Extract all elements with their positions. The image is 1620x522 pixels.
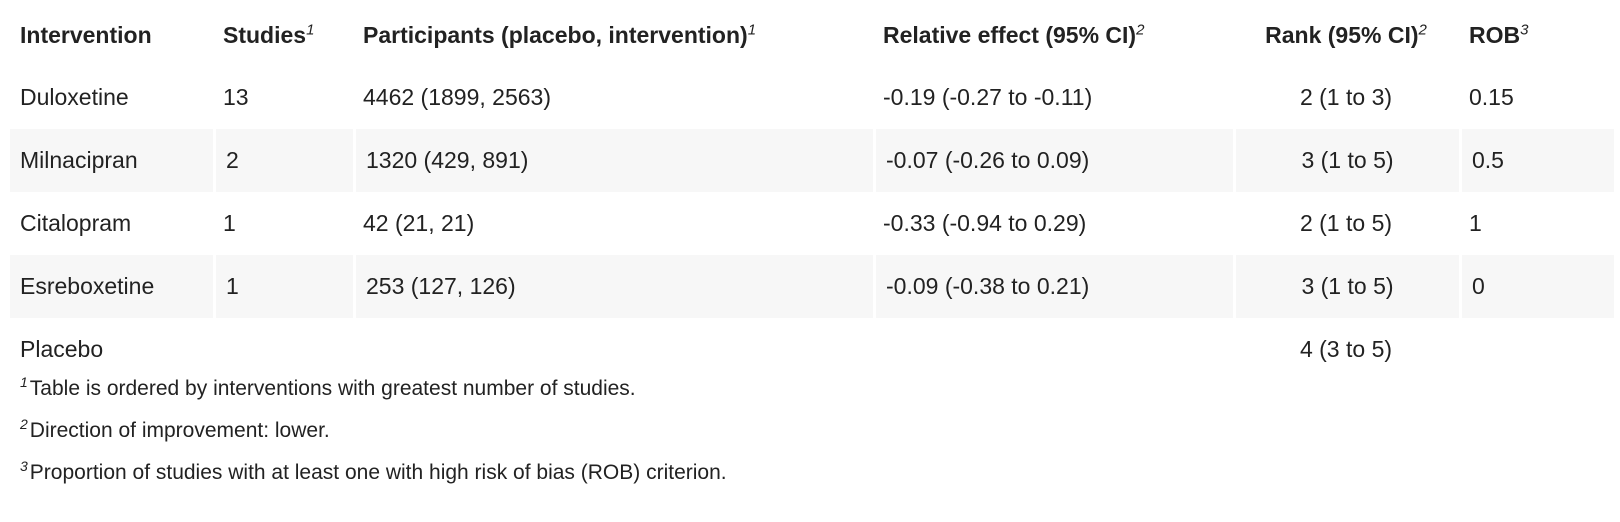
footnote-ref: 3 [1520, 20, 1529, 38]
cell-intervention: Citalopram [20, 210, 132, 236]
cell-participants: 1320 (429, 891) [353, 129, 873, 192]
footnote-marker: 3 [20, 458, 28, 474]
cell-relative-effect: -0.33 (-0.94 to 0.29) [883, 210, 1087, 236]
cell-rob: 0 [1459, 255, 1614, 318]
cell-relative-effect: -0.09 (-0.38 to 0.21) [873, 255, 1233, 318]
table-row: Placebo 4 (3 to 5) [10, 318, 1614, 381]
cell-participants: 253 (127, 126) [353, 255, 873, 318]
footnote-ref: 1 [747, 20, 757, 38]
cell-rob: 0.15 [1469, 84, 1514, 110]
cell-intervention: Esreboxetine [10, 255, 213, 318]
cell-rob: 1 [1469, 210, 1482, 236]
cell-intervention: Milnacipran [10, 129, 213, 192]
cell-studies: 1 [223, 210, 236, 236]
cell-relative-effect: -0.07 (-0.26 to 0.09) [873, 129, 1233, 192]
cell-studies: 2 [213, 129, 353, 192]
header-rank: Rank (95% CI)2 [1265, 20, 1427, 48]
cell-participants: 4462 (1899, 2563) [363, 84, 551, 110]
cell-intervention: Duloxetine [20, 84, 129, 110]
footnote-text: Proportion of studies with at least one … [29, 461, 727, 484]
cell-studies [213, 318, 353, 381]
cell-relative-effect: -0.19 (-0.27 to -0.11) [883, 84, 1093, 110]
footnote: 3Proportion of studies with at least one… [20, 458, 727, 503]
header-participants: Participants (placebo, intervention)1 [363, 20, 757, 48]
footnote-ref: 2 [1136, 20, 1145, 38]
cell-rank: 3 (1 to 5) [1233, 129, 1459, 192]
footnote: 1Table is ordered by interventions with … [20, 374, 727, 419]
header-studies: Studies1 [223, 20, 315, 48]
cell-participants: 42 (21, 21) [363, 210, 475, 236]
footnote-text: Direction of improvement: lower. [29, 419, 330, 442]
cell-participants [353, 318, 873, 381]
cell-rank: 2 (1 to 3) [1299, 84, 1393, 110]
footnote-ref: 1 [306, 20, 315, 38]
cell-rob [1459, 318, 1614, 381]
table-header-row: Intervention Studies1 Participants (plac… [10, 4, 1614, 66]
footnote-marker: 2 [20, 416, 28, 432]
table-row: Citalopram 1 42 (21, 21) -0.33 (-0.94 to… [10, 192, 1614, 255]
cell-studies: 1 [213, 255, 353, 318]
header-relative-effect: Relative effect (95% CI)2 [883, 20, 1145, 48]
cell-rob: 0.5 [1459, 129, 1614, 192]
table-footnotes: 1Table is ordered by interventions with … [20, 374, 727, 503]
cell-rank: 3 (1 to 5) [1233, 255, 1459, 318]
cell-relative-effect [873, 318, 1233, 381]
footnote-ref: 2 [1418, 20, 1427, 38]
cell-rank: 4 (3 to 5) [1299, 336, 1393, 362]
cell-studies: 13 [223, 84, 249, 110]
cell-intervention: Placebo [20, 336, 104, 362]
table-row: Milnacipran 2 1320 (429, 891) -0.07 (-0.… [10, 129, 1614, 192]
results-table: Intervention Studies1 Participants (plac… [10, 4, 1614, 381]
header-intervention: Intervention [20, 21, 152, 48]
cell-rank: 2 (1 to 5) [1299, 210, 1393, 236]
table-row: Duloxetine 13 4462 (1899, 2563) -0.19 (-… [10, 66, 1614, 129]
footnote: 2Direction of improvement: lower. [20, 416, 727, 461]
footnote-marker: 1 [20, 374, 28, 390]
table-row: Esreboxetine 1 253 (127, 126) -0.09 (-0.… [10, 255, 1614, 318]
footnote-text: Table is ordered by interventions with g… [29, 377, 636, 400]
header-rob: ROB3 [1469, 20, 1529, 48]
